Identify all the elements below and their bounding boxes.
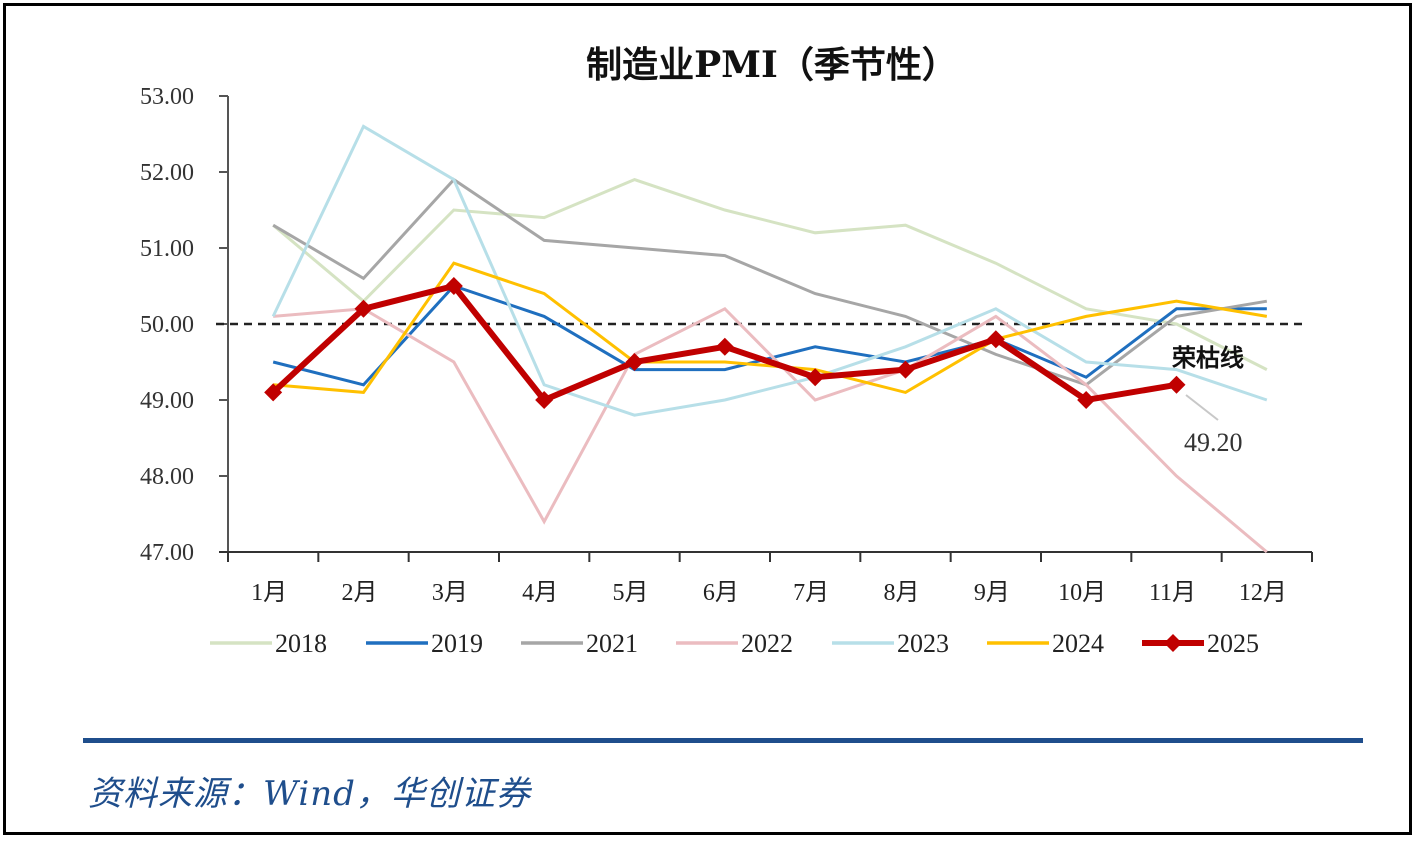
series-group [264, 124, 1268, 554]
legend-item-2019: 2019 [366, 629, 483, 658]
x-tick-label: 5月 [613, 580, 649, 606]
series-line-2022 [273, 306, 1268, 554]
x-tick-label: 2月 [342, 580, 378, 606]
x-tick-label: 7月 [793, 580, 829, 606]
x-tick-label: 10月 [1058, 580, 1106, 606]
legend-item-2025: 2025 [1142, 629, 1259, 658]
legend-label: 2021 [586, 629, 638, 658]
y-tick-label: 48.00 [140, 464, 194, 490]
data-point-marker [444, 277, 463, 295]
data-point-marker [264, 383, 283, 402]
legend-label: 2022 [741, 629, 793, 658]
x-tick-label: 1月 [251, 580, 287, 606]
series-line-2019 [272, 284, 1267, 387]
y-tick-label: 51.00 [140, 236, 194, 262]
reference-line-label: 荣枯线 [1172, 343, 1244, 372]
chart-frame [3, 3, 1412, 835]
x-tick-label: 11月 [1149, 580, 1196, 606]
y-tick-label: 52.00 [140, 160, 194, 186]
series-2025 [264, 277, 1186, 409]
annotations: 荣枯线 49.20 [1172, 343, 1244, 457]
legend-marker [1164, 634, 1182, 652]
y-tick-label: 53.00 [140, 84, 194, 110]
source-note: 资料来源：Wind，华创证券 [88, 774, 531, 814]
series-line-2023 [271, 124, 1268, 417]
y-axis: 47.00 48.00 49.00 50.00 51.00 52.00 53.00 [140, 84, 229, 566]
x-tick-label: 8月 [884, 580, 920, 606]
data-point-marker [1077, 391, 1096, 409]
legend-item-2024: 2024 [987, 629, 1104, 658]
y-tick-label: 49.00 [140, 388, 194, 414]
data-point-marker [896, 360, 915, 379]
x-axis: 1月 2月 3月 4月 5月 6月 7月 8月 9月 10月 11月 12月 [219, 551, 1313, 606]
legend-label: 2018 [275, 629, 327, 658]
data-point-marker [625, 353, 644, 371]
legend-item-2021: 2021 [521, 629, 638, 658]
legend-label: 2025 [1207, 629, 1259, 658]
series-2018 [272, 177, 1268, 371]
legend-item-2022: 2022 [676, 629, 793, 658]
series-2023 [271, 124, 1268, 417]
data-point-marker [354, 299, 373, 318]
data-point-marker [1167, 375, 1186, 394]
chart-title: 制造业PMI（季节性） [586, 44, 958, 86]
series-line-2021 [272, 177, 1268, 387]
x-tick-label: 9月 [974, 580, 1010, 606]
legend-label: 2019 [431, 629, 483, 658]
legend-label: 2024 [1052, 629, 1104, 658]
legend-item-2018: 2018 [210, 629, 327, 658]
series-line-2018 [272, 177, 1268, 371]
data-point-marker [806, 368, 825, 387]
y-tick-label: 50.00 [140, 312, 194, 338]
legend-label: 2023 [897, 629, 949, 658]
series-2021 [272, 177, 1268, 387]
legend: 2018 2019 2021 2022 2023 2024 2025 [210, 629, 1259, 658]
legend-item-2023: 2023 [832, 629, 949, 658]
series-line-2024 [273, 261, 1268, 395]
x-tick-label: 3月 [432, 580, 468, 606]
x-tick-label: 4月 [522, 580, 558, 606]
x-tick-label: 6月 [703, 580, 739, 606]
data-point-marker [986, 330, 1005, 349]
data-point-marker [535, 391, 554, 409]
value-label-leader [1185, 394, 1219, 421]
latest-value-label: 49.20 [1184, 428, 1243, 457]
series-2022 [273, 306, 1268, 554]
y-tick-label: 47.00 [140, 540, 194, 566]
data-point-marker [715, 337, 734, 356]
series-2019 [272, 284, 1267, 387]
x-tick-label: 12月 [1239, 580, 1287, 606]
series-2024 [273, 261, 1268, 395]
source-divider [83, 738, 1363, 743]
